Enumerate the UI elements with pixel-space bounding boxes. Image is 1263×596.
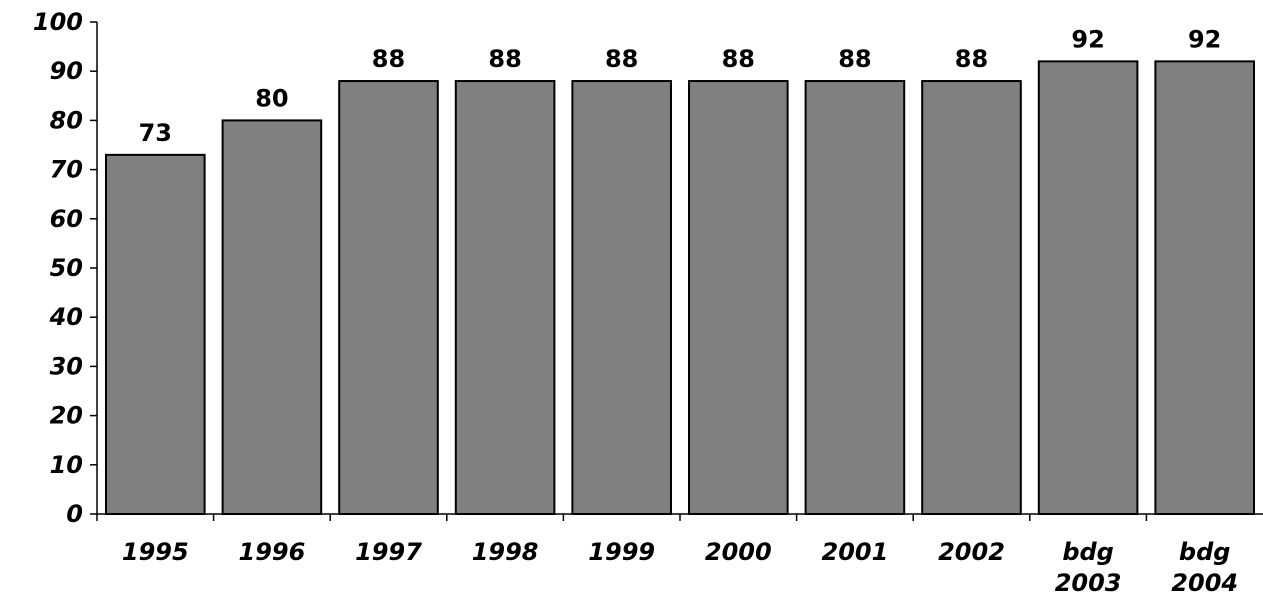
bar bbox=[804, 80, 906, 515]
data-label: 88 bbox=[372, 45, 405, 73]
bar bbox=[1037, 60, 1139, 516]
data-labels: 73 80 88 88 88 88 88 88 92 92 bbox=[139, 25, 1222, 146]
bar bbox=[1154, 60, 1256, 516]
y-tick-label: 50 bbox=[50, 254, 83, 282]
y-tick-label: 0 bbox=[66, 500, 83, 528]
bars bbox=[105, 60, 1256, 516]
y-tick-label: 70 bbox=[50, 156, 83, 184]
data-label: 73 bbox=[139, 119, 172, 147]
x-tick-label: 2001 bbox=[822, 538, 889, 566]
y-tick-label: 20 bbox=[50, 402, 83, 430]
x-tick-label-line: 2002 bbox=[938, 538, 1005, 566]
x-tick-label-line: bdg bbox=[1062, 538, 1114, 566]
y-axis: 0 10 20 30 40 50 60 70 80 90 100 bbox=[33, 8, 98, 528]
data-label: 88 bbox=[838, 45, 871, 73]
data-label: 88 bbox=[488, 45, 521, 73]
y-tick-label: 30 bbox=[50, 352, 83, 380]
x-tick-label: bdg 2004 bbox=[1171, 538, 1238, 596]
bar bbox=[921, 80, 1022, 515]
y-tick-label: 40 bbox=[49, 303, 83, 331]
bar bbox=[571, 80, 673, 515]
x-tick-label-line: 1995 bbox=[122, 538, 189, 566]
data-label: 88 bbox=[605, 45, 638, 73]
x-tick-label: bdg 2003 bbox=[1055, 538, 1122, 596]
y-tick-label: 10 bbox=[50, 451, 83, 479]
data-label: 88 bbox=[722, 45, 755, 73]
x-tick-label-line: 2003 bbox=[1055, 569, 1122, 596]
x-tick-label-line: 1999 bbox=[588, 538, 655, 566]
x-tick-label-line: 1996 bbox=[239, 538, 306, 566]
bar bbox=[221, 119, 323, 516]
data-label: 80 bbox=[255, 84, 288, 112]
bar bbox=[454, 80, 556, 515]
x-tick-label: 1997 bbox=[355, 538, 422, 566]
x-axis: 1995 1996 1997 1998 1999 2000 2001 2002 bdg 2003b… bbox=[96, 513, 1263, 596]
x-tick-label: 2002 bbox=[938, 538, 1005, 566]
x-tick-label: 1998 bbox=[472, 538, 539, 566]
bar bbox=[105, 153, 206, 515]
x-tick-label-line: 2004 bbox=[1171, 569, 1238, 596]
data-label: 88 bbox=[955, 45, 988, 73]
x-tick-label-line: bdg bbox=[1179, 538, 1231, 566]
x-tick-label-line: 1998 bbox=[472, 538, 539, 566]
x-tick-label: 1996 bbox=[239, 538, 306, 566]
x-tick-label-line: 1997 bbox=[355, 538, 422, 566]
data-label: 92 bbox=[1071, 25, 1104, 53]
bar bbox=[688, 80, 789, 515]
data-label: 92 bbox=[1188, 25, 1221, 53]
y-tick-label: 60 bbox=[50, 205, 83, 233]
x-tick-label: 1995 bbox=[122, 538, 189, 566]
x-tick-label-line: 2001 bbox=[822, 538, 889, 566]
x-tick-label: 1999 bbox=[588, 538, 655, 566]
x-tick-label-line: 2000 bbox=[705, 538, 772, 566]
x-tick-label: 2000 bbox=[705, 538, 772, 566]
y-tick-label: 100 bbox=[33, 8, 83, 36]
y-tick-label: 80 bbox=[50, 106, 83, 134]
bar bbox=[338, 80, 439, 515]
y-tick-label: 90 bbox=[50, 57, 83, 85]
